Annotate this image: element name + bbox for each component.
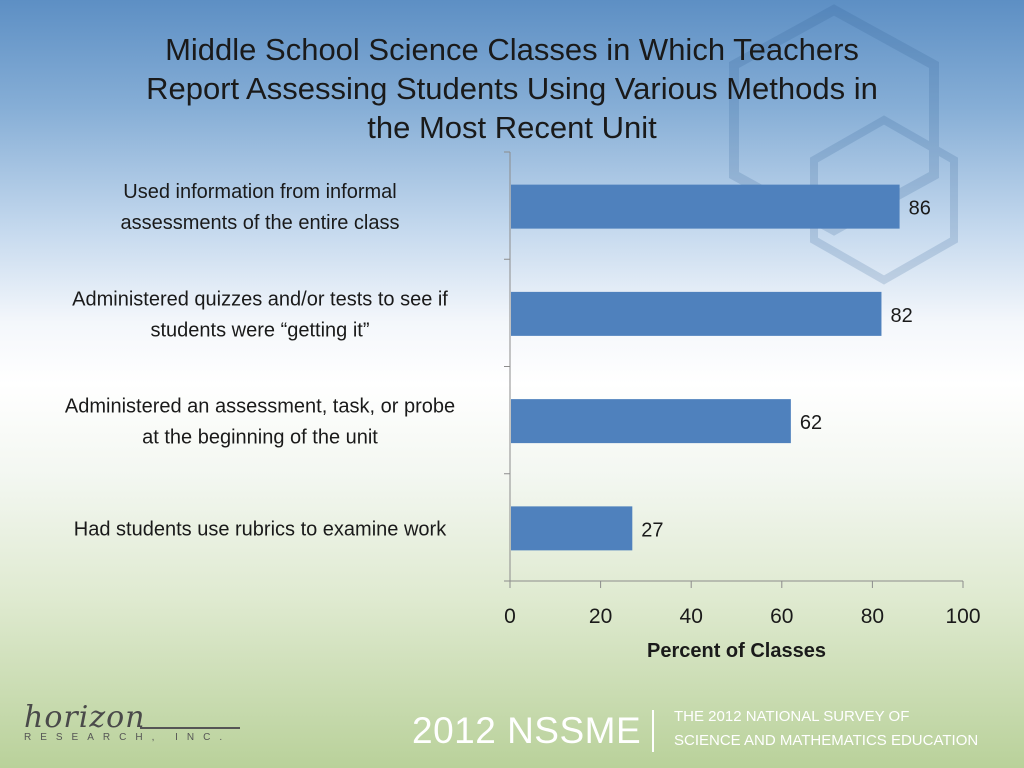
chart-title: Middle School Science Classes in Which T…	[40, 30, 984, 147]
x-tick-label: 80	[861, 605, 884, 628]
category-label-4: Had students use rubrics to examine work	[74, 518, 447, 540]
horizon-logo: horizon RESEARCH, INC.	[20, 700, 250, 750]
survey-name: THE 2012 NATIONAL SURVEY OF SCIENCE AND …	[674, 705, 978, 753]
x-axis-title: Percent of Classes	[647, 640, 826, 662]
bar-2	[511, 291, 882, 336]
bar-4	[511, 506, 633, 551]
bar-chart: 86 Used information from informal assessme…	[65, 151, 981, 662]
logo-wordmark: horizon	[24, 700, 146, 735]
data-label-4: 27	[641, 519, 663, 541]
survey-name-line-2: SCIENCE AND MATHEMATICS EDUCATION	[674, 732, 979, 749]
category-label-3-line-1: Administered an assessment, task, or pro…	[65, 396, 455, 418]
data-label-2: 82	[890, 305, 912, 327]
x-tick-label: 20	[589, 605, 612, 628]
logo-subtitle: RESEARCH, INC.	[24, 732, 232, 743]
title-line-2: Report Assessing Students Using Various …	[146, 71, 878, 106]
title-line-1: Middle School Science Classes in Which T…	[165, 32, 859, 67]
x-tick-label: 40	[680, 605, 703, 628]
category-label-2-line-1: Administered quizzes and/or tests to see…	[72, 288, 448, 310]
data-label-1: 86	[909, 198, 931, 220]
survey-year-label: 2012 NSSME	[412, 710, 642, 751]
category-label-2-line-2: students were “getting it”	[151, 319, 370, 341]
logo-underline	[140, 727, 240, 729]
x-tick-label: 100	[945, 605, 980, 628]
footer-divider	[652, 710, 654, 752]
survey-name-line-1: THE 2012 NATIONAL SURVEY OF	[674, 708, 910, 725]
data-label-3: 62	[800, 412, 822, 434]
x-tick-label: 60	[770, 605, 793, 628]
category-label-1-line-2: assessments of the entire class	[120, 212, 399, 234]
bar-3	[511, 399, 791, 444]
x-tick-label: 0	[504, 605, 516, 628]
category-label-3-line-2: at the beginning of the unit	[142, 427, 378, 449]
category-label-1-line-1: Used information from informal	[123, 181, 396, 203]
bar-1	[511, 184, 900, 229]
title-line-3: the Most Recent Unit	[367, 110, 657, 145]
background-hexagon-decoration	[729, 4, 958, 285]
